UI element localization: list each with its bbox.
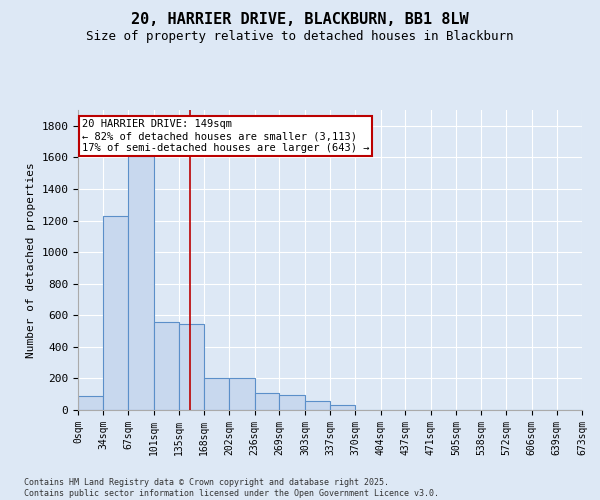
Y-axis label: Number of detached properties: Number of detached properties (26, 162, 36, 358)
Bar (179, 324, 204, 410)
Bar (305, 402, 331, 410)
Bar (331, 406, 355, 410)
Bar (103, 216, 128, 410)
Text: 20 HARRIER DRIVE: 149sqm
← 82% of detached houses are smaller (3,113)
17% of sem: 20 HARRIER DRIVE: 149sqm ← 82% of detach… (82, 120, 369, 152)
Bar (229, 378, 255, 410)
Bar (154, 322, 179, 410)
Text: Contains HM Land Registry data © Crown copyright and database right 2025.
Contai: Contains HM Land Registry data © Crown c… (24, 478, 439, 498)
Bar (128, 144, 154, 410)
Bar (255, 394, 280, 410)
Text: Size of property relative to detached houses in Blackburn: Size of property relative to detached ho… (86, 30, 514, 43)
Bar (204, 378, 229, 410)
Text: 20, HARRIER DRIVE, BLACKBURN, BB1 8LW: 20, HARRIER DRIVE, BLACKBURN, BB1 8LW (131, 12, 469, 28)
Bar (78, 396, 103, 410)
Bar (280, 395, 305, 410)
